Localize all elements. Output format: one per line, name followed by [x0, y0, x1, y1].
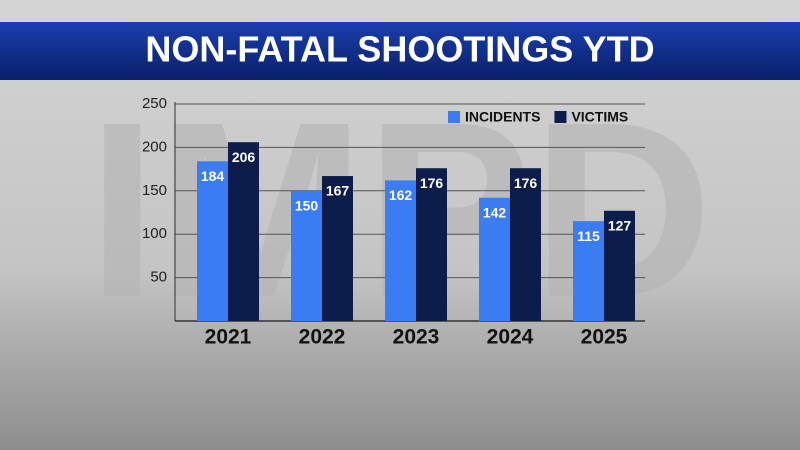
x-tick-label: 2023 [393, 326, 440, 349]
x-tick-label: 2022 [299, 326, 346, 349]
bar [416, 168, 447, 321]
value-label: 176 [514, 175, 538, 191]
bar [573, 221, 604, 321]
value-label: 150 [295, 198, 319, 214]
x-tick-label: 2024 [487, 326, 534, 349]
bar [385, 180, 416, 321]
bar [228, 142, 259, 321]
value-label: 184 [201, 168, 225, 184]
y-tick-label: 100 [142, 225, 167, 242]
value-label: 176 [420, 175, 444, 191]
bar [197, 161, 228, 321]
value-label: 115 [577, 228, 600, 244]
value-label: 142 [483, 204, 507, 220]
bar [604, 210, 635, 321]
title-banner [0, 22, 800, 80]
x-tick-label: 2025 [581, 326, 628, 349]
value-label: 206 [232, 149, 256, 165]
y-tick-label: 250 [142, 95, 167, 112]
legend-label: VICTIMS [571, 109, 628, 125]
y-tick-label: 50 [150, 269, 167, 286]
legend-swatch [554, 111, 567, 123]
bar [510, 168, 541, 321]
legend-swatch [448, 111, 460, 123]
value-label: 167 [326, 183, 350, 199]
legend-label: INCIDENTS [465, 109, 540, 125]
chart-title: NON-FATAL SHOOTINGS YTD [145, 29, 654, 70]
bar [291, 190, 322, 321]
value-label: 162 [389, 187, 413, 203]
bar [479, 197, 510, 321]
y-tick-label: 200 [142, 138, 167, 155]
bar [322, 176, 353, 321]
value-label: 127 [608, 217, 632, 233]
y-tick-label: 150 [142, 182, 167, 199]
x-tick-label: 2021 [205, 326, 252, 349]
